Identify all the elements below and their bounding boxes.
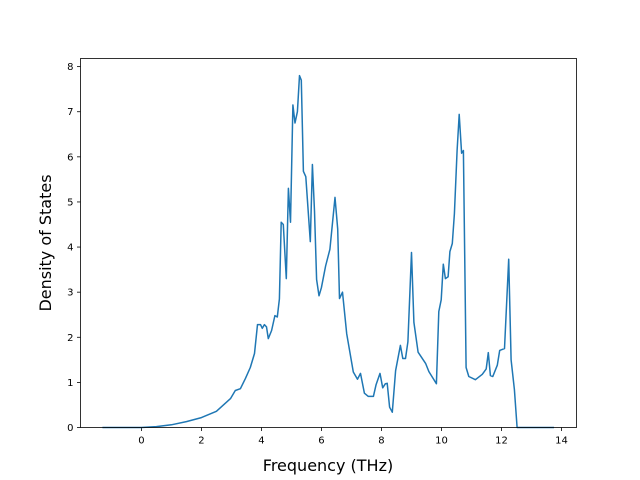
- y-tick-label: 5: [67, 197, 73, 208]
- x-tick-label: 6: [318, 436, 324, 447]
- y-tick-label: 2: [67, 333, 73, 344]
- x-tick-label: 10: [435, 436, 448, 447]
- y-tick-label: 4: [67, 243, 73, 254]
- x-tick-label: 2: [198, 436, 204, 447]
- y-tick-label: 7: [67, 107, 73, 118]
- y-tick-label: 1: [67, 378, 73, 389]
- y-tick-label: 0: [67, 423, 73, 434]
- y-tick-label: 6: [67, 152, 73, 163]
- x-tick-label: 0: [138, 436, 144, 447]
- y-tick-label: 8: [67, 62, 73, 73]
- axes-frame: [80, 58, 577, 428]
- x-tick-label: 4: [258, 436, 264, 447]
- y-ticks: 0 1 2 3 4 5 6 7 8: [67, 62, 81, 434]
- x-axis-label: Frequency (THz): [263, 456, 393, 475]
- y-axis-label: Density of States: [36, 174, 55, 311]
- x-tick-label: 12: [495, 436, 508, 447]
- x-ticks: 0 2 4 6 8 10 12 14: [138, 427, 568, 447]
- x-tick-label: 8: [378, 436, 384, 447]
- x-tick-label: 14: [555, 436, 568, 447]
- dos-series-line: [102, 74, 554, 429]
- y-tick-label: 3: [67, 288, 73, 299]
